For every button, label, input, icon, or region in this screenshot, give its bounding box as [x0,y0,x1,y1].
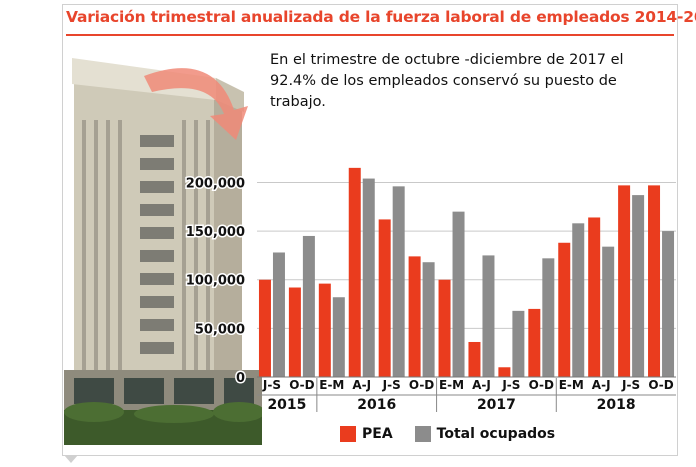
bar-ocupados [482,255,495,377]
x-tick-label: E-M [439,378,464,392]
year-label: 2016 [357,397,396,413]
bar-pea [378,219,391,377]
x-tick-label: O-D [289,378,314,392]
x-tick-label: O-D [409,378,434,392]
y-tick-label: 200,000 [186,176,245,191]
bar-ocupados [362,178,375,377]
bar-pea [528,308,541,377]
figure-frame [62,4,678,456]
x-tick-label: J-S [501,378,520,392]
legend-label-ocupados: Total ocupados [436,426,556,442]
bar-ocupados [272,252,285,377]
note-line-2: 92.4% de los empleados conservó su puest… [270,73,617,89]
x-tick-label: E-M [559,378,584,392]
title-underline [66,34,674,36]
y-tick-label: 50,000 [195,322,245,337]
x-tick-label: A-J [352,378,371,392]
bar-ocupados [572,223,585,377]
y-tick-label: 0 [236,371,245,386]
bar-ocupados [632,195,645,377]
bar-ocupados [662,231,675,377]
bar-pea [648,185,661,377]
note-line-3: trabajo. [270,94,326,110]
year-label: 2018 [597,397,636,413]
bar-ocupados [332,297,345,377]
bar-pea [558,242,571,377]
x-tick-label: J-S [262,378,281,392]
x-tick-label: J-S [382,378,401,392]
x-tick-label: O-D [648,378,673,392]
bar-ocupados [452,211,465,377]
bar-ocupados [602,246,615,377]
year-label: 2017 [477,397,516,413]
chart-note: En el trimestre de octubre -diciembre de… [270,50,670,113]
x-tick-label: J-S [621,378,640,392]
y-tick-label: 150,000 [186,225,245,240]
x-tick-label: E-M [319,378,344,392]
bar-pea [438,279,451,377]
x-tick-label: O-D [529,378,554,392]
bar-pea [498,367,511,377]
y-tick-label: 0 [236,371,245,386]
bar-ocupados [542,258,555,377]
building-photo [64,40,262,445]
y-tick-label: 50,000 [195,322,245,337]
bar-pea [408,256,421,377]
legend: PEA Total ocupados [340,424,555,444]
bar-ocupados [512,310,525,377]
bar-pea [288,287,301,377]
year-label: 2015 [267,397,306,413]
bar-pea [318,283,331,377]
bar-pea [588,217,601,377]
bar-pea [468,341,481,377]
note-line-1: En el trimestre de octubre -diciembre de… [270,52,624,68]
y-tick-label: 100,000 [186,274,245,289]
legend-label-pea: PEA [362,426,393,442]
bar-ocupados [422,262,435,377]
y-tick-label: 150,000 [186,225,245,240]
bar-pea [258,279,271,377]
legend-swatch-pea [340,426,356,442]
y-tick-label: 200,000 [186,176,245,191]
bar-ocupados [392,186,405,377]
chart-title: Variación trimestral anualizada de la fu… [66,8,696,26]
x-tick-label: A-J [592,378,611,392]
x-tick-label: A-J [472,378,491,392]
legend-swatch-ocupados [414,426,431,442]
pointer-tail [64,455,78,463]
bar-pea [618,185,631,377]
bar-ocupados [302,235,315,377]
y-tick-label: 100,000 [186,274,245,289]
bar-pea [348,167,361,377]
